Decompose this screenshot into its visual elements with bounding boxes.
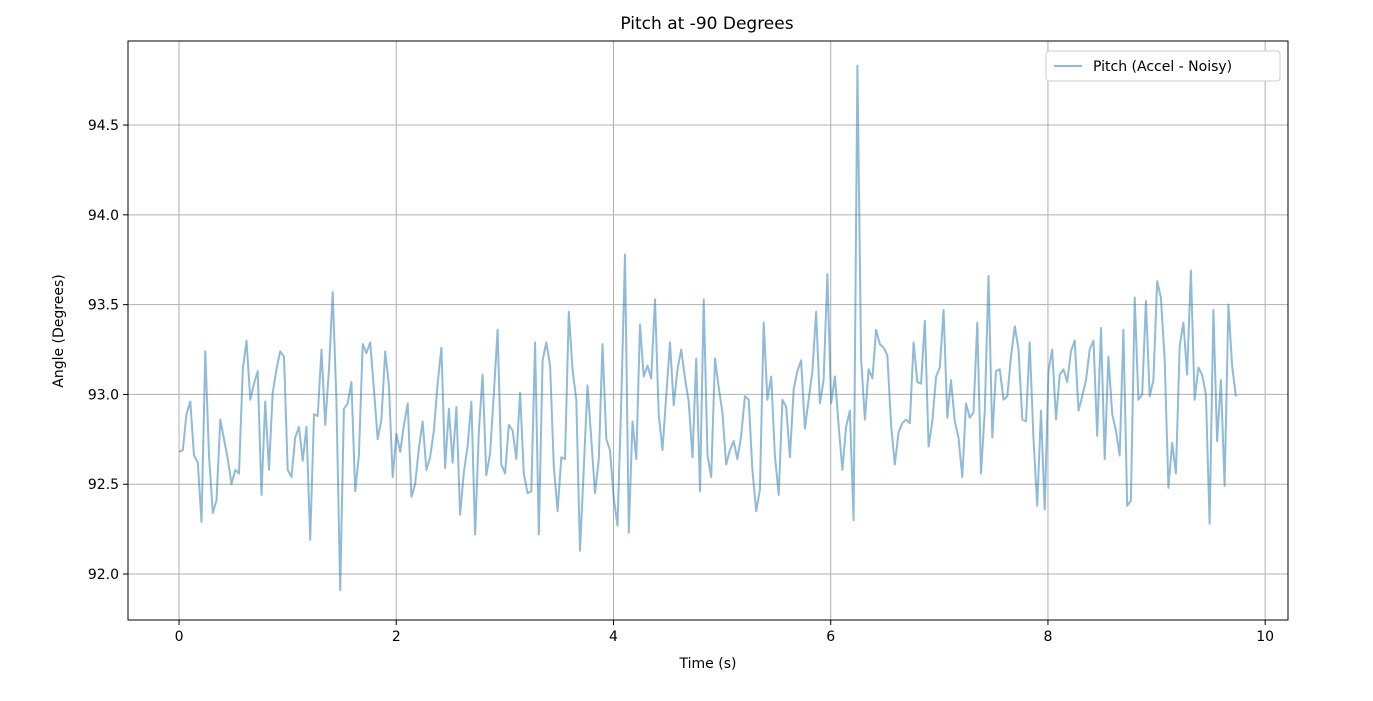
x-axis-ticks: 0 2 4 6 8 10: [175, 620, 1274, 645]
y-tick-label: 92.0: [88, 567, 119, 583]
y-axis-ticks: 92.0 92.5 93.0 93.5 94.0 94.5: [88, 118, 128, 583]
x-tick-label: 10: [1256, 629, 1274, 645]
plot-frame: [127, 40, 1289, 621]
series-line-pitch: [178, 64, 1237, 592]
grid-lines: [128, 41, 1288, 620]
y-tick-label: 93.5: [88, 298, 119, 314]
legend-box: [1045, 50, 1281, 82]
x-tick-label: 2: [392, 629, 401, 645]
x-axis-label: Time (s): [679, 656, 737, 672]
y-tick-label: 92.5: [88, 477, 119, 493]
x-tick-label: 4: [609, 629, 618, 645]
y-tick-label: 94.5: [88, 118, 119, 134]
legend-label: Pitch (Accel - Noisy): [1093, 59, 1232, 75]
x-tick-label: 6: [826, 629, 835, 645]
chart-title: Pitch at -90 Degrees: [620, 14, 793, 34]
y-tick-label: 94.0: [88, 208, 119, 224]
series-layer: [178, 64, 1237, 592]
y-axis-label: Angle (Degrees): [51, 274, 67, 387]
x-tick-label: 8: [1044, 629, 1053, 645]
legend: Pitch (Accel - Noisy): [1045, 50, 1281, 82]
x-tick-label: 0: [175, 629, 184, 645]
y-tick-label: 93.0: [88, 387, 119, 403]
